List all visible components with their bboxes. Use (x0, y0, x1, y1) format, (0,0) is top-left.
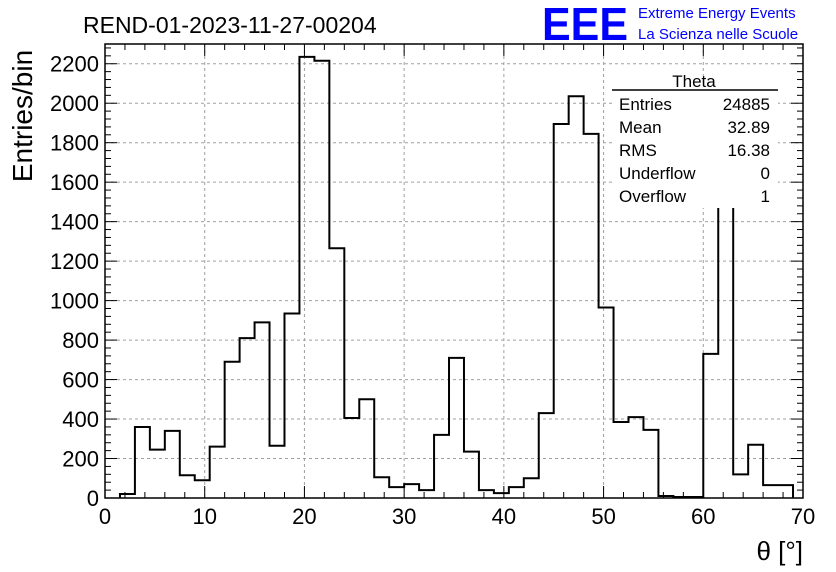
x-axis-label: θ [°] (756, 536, 803, 566)
histogram-bin (195, 480, 210, 498)
histogram-bin (614, 422, 629, 498)
histogram-bin (539, 413, 554, 498)
grid-lines (105, 44, 803, 498)
stats-value: 0 (761, 164, 770, 183)
y-tick-label: 2200 (50, 52, 99, 77)
stats-value: 16.38 (727, 141, 770, 160)
histogram-bin (584, 134, 599, 498)
histogram-bin (629, 417, 644, 498)
histogram-bin (763, 485, 778, 498)
chart-title: REND-01-2023-11-27-00204 (83, 12, 377, 38)
histogram-bin (434, 435, 449, 498)
y-tick-label: 1600 (50, 170, 99, 195)
histogram-bin (733, 474, 748, 498)
y-tick-label: 0 (87, 486, 99, 511)
histogram-bin (165, 431, 180, 498)
histogram-bin (404, 484, 419, 498)
y-tick-label: 1000 (50, 289, 99, 314)
stats-value: 1 (761, 187, 770, 206)
logo-line-1: Extreme Energy Events (638, 5, 796, 22)
histogram-bin (299, 57, 314, 498)
stats-label: Overflow (619, 187, 687, 206)
histogram-bin (524, 478, 539, 498)
histogram-bin (210, 447, 225, 498)
x-tick-label: 40 (492, 504, 516, 529)
y-axis-label: Entries/bin (7, 50, 38, 182)
stats-value: 32.89 (727, 118, 770, 137)
y-tick-label: 1200 (50, 249, 99, 274)
histogram-bin (778, 485, 793, 498)
y-tick-label: 200 (62, 447, 99, 472)
histogram-bin (554, 124, 569, 498)
histogram-bin (449, 358, 464, 498)
histogram-bin (344, 418, 359, 498)
y-tick-label: 1800 (50, 131, 99, 156)
x-tick-label: 0 (99, 504, 111, 529)
histogram-bin (479, 490, 494, 498)
histogram-bin (374, 477, 389, 498)
stats-label: Mean (619, 118, 662, 137)
stats-box: Theta Entries 24885 Mean 32.89 RMS 16.38… (612, 72, 778, 208)
x-tick-label: 50 (591, 504, 615, 529)
logo-line-2: La Scienza nelle Scuole (638, 26, 798, 43)
eee-logo: EEE Extreme Energy Events La Scienza nel… (542, 0, 798, 50)
histogram-bin (150, 450, 165, 498)
histogram-bin (569, 96, 584, 498)
histogram-bin (225, 362, 240, 498)
y-tick-label: 400 (62, 407, 99, 432)
histogram-outline (118, 55, 795, 499)
histogram-bin (180, 475, 195, 498)
histogram-bin (284, 313, 299, 498)
x-tick-label: 30 (392, 504, 416, 529)
histogram-bin (748, 445, 763, 498)
histogram-bin (509, 487, 524, 498)
histogram-bin (703, 354, 718, 498)
histogram-bin (643, 430, 658, 498)
y-tick-label: 1400 (50, 210, 99, 235)
y-tick-label: 600 (62, 368, 99, 393)
histogram-bin (389, 487, 404, 498)
stats-name: Theta (672, 72, 716, 91)
histogram-bin (419, 490, 434, 498)
histogram-bin (314, 61, 329, 498)
stats-label: RMS (619, 141, 657, 160)
y-tick-label: 800 (62, 328, 99, 353)
x-tick-label: 70 (791, 504, 815, 529)
histogram-bars (118, 55, 795, 499)
histogram-bin (329, 248, 344, 498)
x-tick-label: 20 (292, 504, 316, 529)
x-tick-label: 10 (192, 504, 216, 529)
stats-value: 24885 (723, 95, 770, 114)
stats-box-background (612, 86, 778, 208)
histogram-bin (464, 452, 479, 498)
plot-frame (104, 43, 804, 499)
axes: 0 10 20 30 40 50 60 700200400600800100012001400… (50, 43, 815, 529)
stats-label: Entries (619, 95, 672, 114)
stats-label: Underflow (619, 164, 696, 183)
y-tick-label: 2000 (50, 91, 99, 116)
histogram-bin (255, 322, 270, 498)
x-tick-label: 60 (691, 504, 715, 529)
histogram-bin (240, 338, 255, 498)
histogram-bin (599, 308, 614, 498)
histogram-bin (359, 399, 374, 498)
logo-mark: EEE (542, 0, 628, 50)
histogram-bin (135, 427, 150, 498)
histogram-bin (270, 446, 285, 498)
